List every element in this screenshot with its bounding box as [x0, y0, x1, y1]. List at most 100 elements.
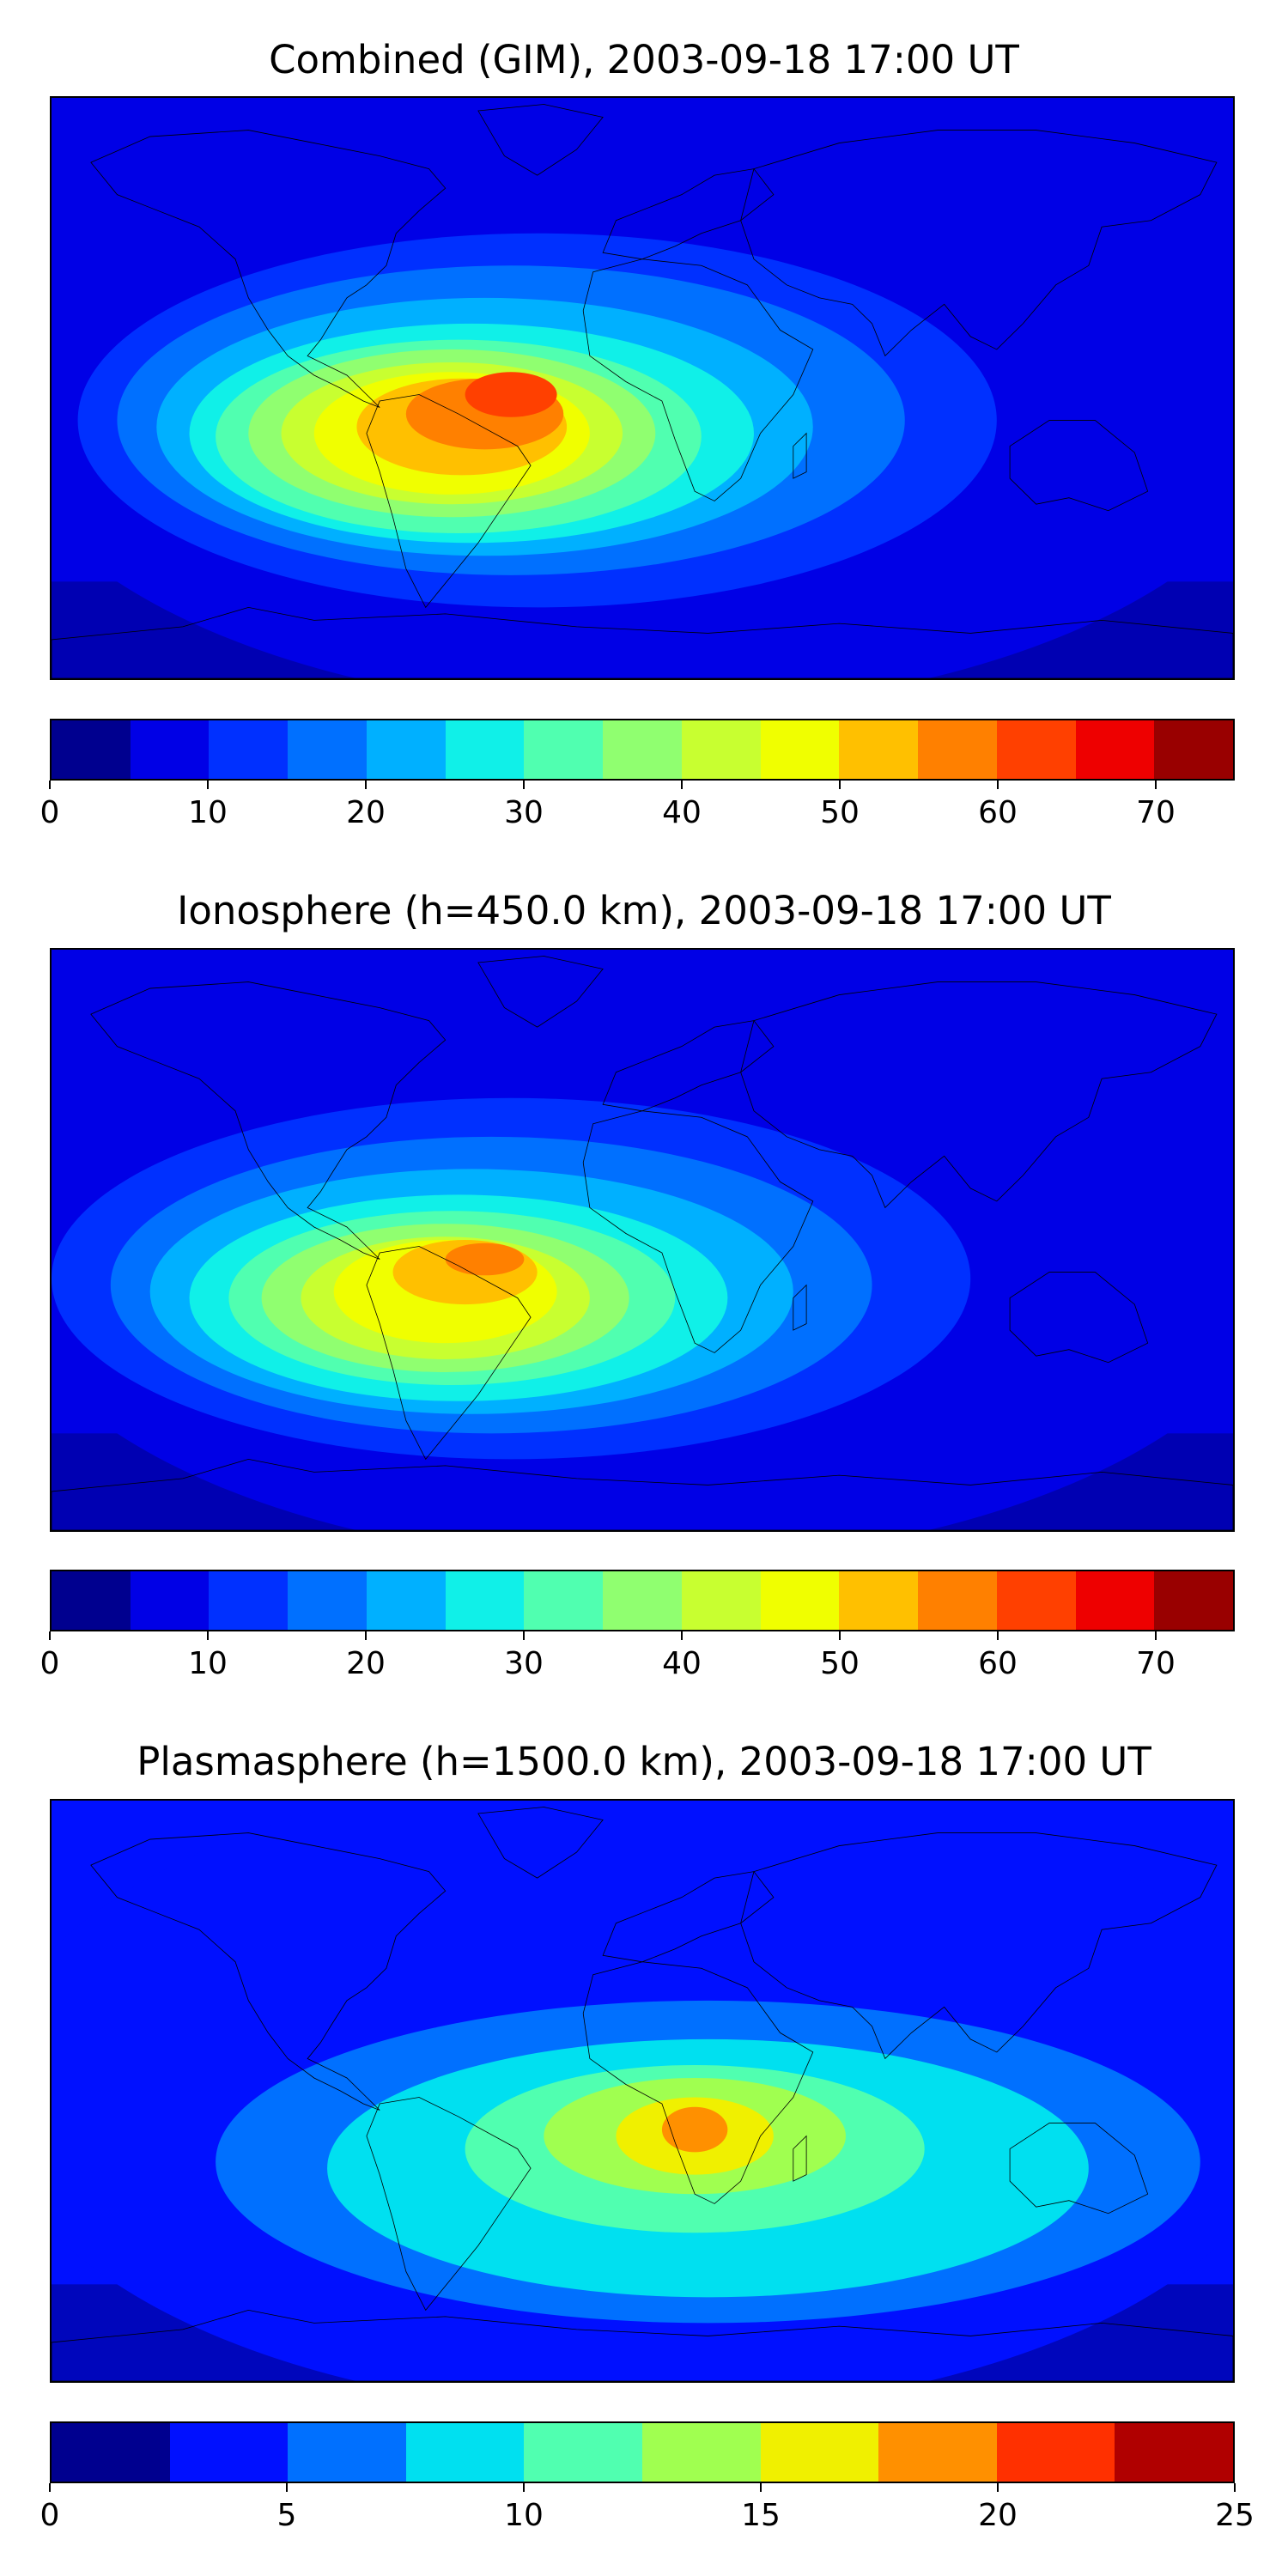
colorbar-tick-label: 70	[1136, 795, 1176, 830]
colorbar-segment	[996, 720, 1076, 779]
colorbar-segment	[1075, 1571, 1155, 1630]
colorbar-segment	[524, 1571, 604, 1630]
colorbar-tick-label: 20	[346, 1646, 386, 1681]
colorbar-tick	[997, 781, 999, 789]
coastline	[741, 131, 1217, 356]
coastline	[793, 434, 806, 479]
coastline	[367, 395, 531, 608]
colorbar-segment	[288, 720, 367, 779]
coastline	[478, 105, 603, 176]
colorbar-segment	[52, 720, 131, 779]
colorbar-tick	[523, 781, 525, 789]
colorbar-tick-label: 10	[188, 1646, 228, 1681]
colorbar-tick-label: 0	[39, 1646, 60, 1681]
colorbar-tick-label: 30	[504, 795, 544, 830]
colorbar-tick	[286, 2483, 288, 2492]
coastline	[741, 1833, 1217, 2059]
colorbar-segment	[445, 1571, 525, 1630]
colorbar-segment	[996, 1571, 1076, 1630]
coastline	[793, 2136, 806, 2182]
panel-3-map	[50, 1799, 1235, 2383]
colorbar-segment	[130, 1571, 210, 1630]
coastline	[603, 169, 774, 259]
coastline	[583, 259, 813, 501]
colorbar-segment	[760, 1571, 840, 1630]
coastline	[793, 1285, 806, 1331]
map-svg	[52, 950, 1233, 1530]
colorbar-tick	[681, 781, 683, 789]
colorbar-segment	[52, 2423, 170, 2482]
panel-3-colorbar	[50, 2421, 1235, 2483]
colorbar-tick-label: 0	[39, 795, 60, 830]
panel-1-map	[50, 96, 1235, 680]
colorbar-tick	[1155, 781, 1157, 789]
colorbar-segment	[366, 720, 446, 779]
coastline	[52, 2310, 1233, 2381]
colorbar-segment	[603, 1571, 682, 1630]
colorbar-tick	[207, 781, 209, 789]
coastline	[603, 1021, 774, 1111]
coastline	[478, 1807, 603, 1879]
colorbar-segment	[209, 1571, 289, 1630]
colorbar-segment	[681, 1571, 761, 1630]
colorbar-segment	[130, 720, 210, 779]
colorbar-segment	[366, 1571, 446, 1630]
colorbar-tick	[207, 1631, 209, 1640]
colorbar-tick-label: 40	[662, 795, 702, 830]
map-svg	[52, 98, 1233, 678]
colorbar-tick	[523, 1631, 525, 1640]
panel-3-title: Plasmasphere (h=1500.0 km), 2003-09-18 1…	[137, 1739, 1151, 1784]
colorbar-segment	[524, 720, 604, 779]
coastline	[52, 607, 1233, 678]
colorbar-segment	[288, 1571, 367, 1630]
colorbar-tick-label: 0	[39, 2498, 60, 2533]
colorbar-segment	[839, 720, 919, 779]
colorbar-segment	[641, 2423, 761, 2482]
panel-2-colorbar-ticks: 0 10 20 30 40 50 60 70	[40, 1631, 1235, 1683]
colorbar-segment	[918, 1571, 997, 1630]
colorbar-segment	[1075, 720, 1155, 779]
colorbar-tick	[997, 2483, 999, 2492]
colorbar-segment	[1154, 720, 1234, 779]
colorbar-segment	[209, 720, 289, 779]
coastline	[478, 957, 603, 1028]
panel-2-title: Ionosphere (h=450.0 km), 2003-09-18 17:0…	[177, 888, 1111, 933]
colorbar-tick	[997, 1631, 999, 1640]
coastline	[583, 1111, 813, 1353]
coastline	[1010, 421, 1148, 511]
colorbar-tick	[365, 1631, 367, 1640]
colorbar-segment	[760, 720, 840, 779]
coastline	[91, 1833, 446, 2111]
colorbar-segment	[996, 2423, 1115, 2482]
panel-3-colorbar-ticks: 0 5 10 15 20 25	[40, 2483, 1255, 2535]
colorbar-segment	[288, 2423, 406, 2482]
colorbar-tick	[839, 1631, 841, 1640]
colorbar-segment	[52, 1571, 131, 1630]
coastline	[583, 1962, 813, 2204]
colorbar-tick-label: 15	[741, 2498, 781, 2533]
panel-2-map	[50, 948, 1235, 1532]
colorbar-tick	[1155, 1631, 1157, 1640]
colorbar-tick-label: 10	[188, 795, 228, 830]
colorbar-tick-label: 50	[820, 795, 860, 830]
colorbar-tick	[49, 2483, 51, 2492]
colorbar-tick	[681, 1631, 683, 1640]
colorbar-segment	[760, 2423, 879, 2482]
colorbar-segment	[839, 1571, 919, 1630]
panel-1-title: Combined (GIM), 2003-09-18 17:00 UT	[269, 37, 1019, 82]
coastline	[367, 1247, 531, 1460]
colorbar-tick	[49, 781, 51, 789]
contour-band	[661, 2106, 728, 2153]
colorbar-segment	[878, 2423, 997, 2482]
colorbar-segment	[603, 720, 682, 779]
colorbar-tick	[760, 2483, 762, 2492]
map-svg	[52, 1801, 1233, 2381]
colorbar-segment	[1154, 1571, 1234, 1630]
colorbar-tick-label: 5	[276, 2498, 297, 2533]
colorbar-tick	[49, 1631, 51, 1640]
colorbar-segment	[445, 720, 525, 779]
colorbar-segment	[1115, 2423, 1233, 2482]
coastline	[91, 131, 446, 408]
colorbar-tick-label: 30	[504, 1646, 544, 1681]
colorbar-tick-label: 70	[1136, 1646, 1176, 1681]
